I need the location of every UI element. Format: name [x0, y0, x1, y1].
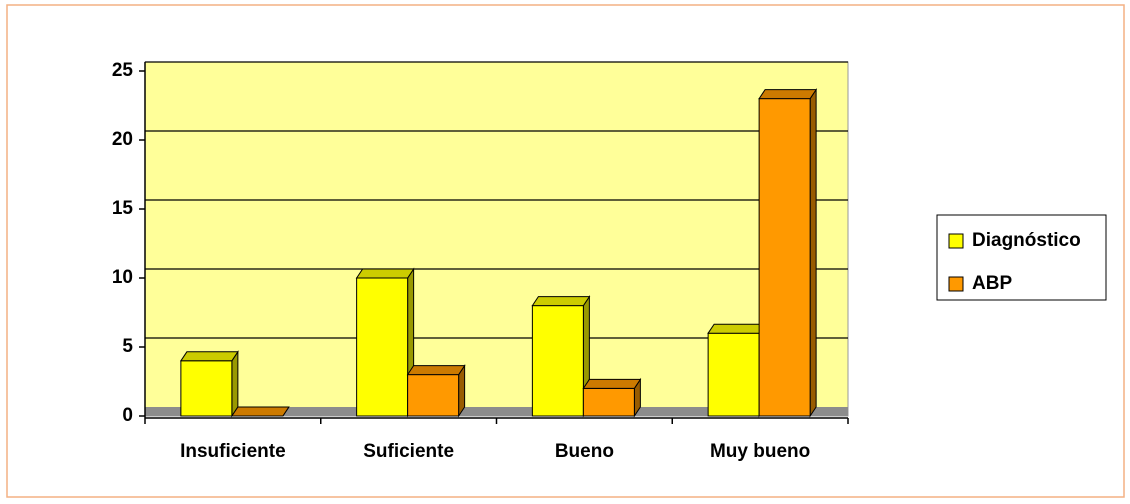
y-tick-label: 10 [112, 267, 133, 288]
floor [145, 407, 848, 416]
bar [407, 374, 460, 417]
bar-top [758, 89, 818, 100]
bar-side [809, 87, 817, 418]
bar-side [231, 350, 239, 418]
bar [531, 305, 584, 417]
y-tick-label: 0 [122, 405, 133, 426]
x-tick-label: Suficiente [363, 441, 454, 462]
x-tick-label: Bueno [555, 441, 614, 462]
legend-label: Diagnóstico [972, 230, 1081, 251]
x-tick-label: Muy bueno [710, 441, 810, 462]
y-tick-label: 5 [122, 336, 133, 357]
legend-swatch [948, 233, 964, 249]
legend-label: ABP [972, 273, 1012, 294]
bar [180, 360, 233, 417]
y-tick-label: 15 [112, 198, 134, 219]
bar [356, 277, 409, 417]
y-tick-label: 25 [112, 60, 134, 81]
bar-top [230, 406, 290, 417]
bar-top [582, 378, 642, 389]
bar-top [355, 268, 415, 279]
bar [582, 387, 635, 417]
legend-swatch [948, 276, 964, 292]
y-tick-label: 20 [112, 129, 133, 150]
bar-top [179, 351, 239, 362]
bar-top [707, 323, 767, 334]
x-tick-label: Insuficiente [180, 441, 286, 462]
bar-top [531, 296, 591, 307]
bar [707, 332, 760, 417]
bar-top [406, 365, 466, 376]
bar [758, 98, 811, 417]
legend [936, 214, 1107, 301]
